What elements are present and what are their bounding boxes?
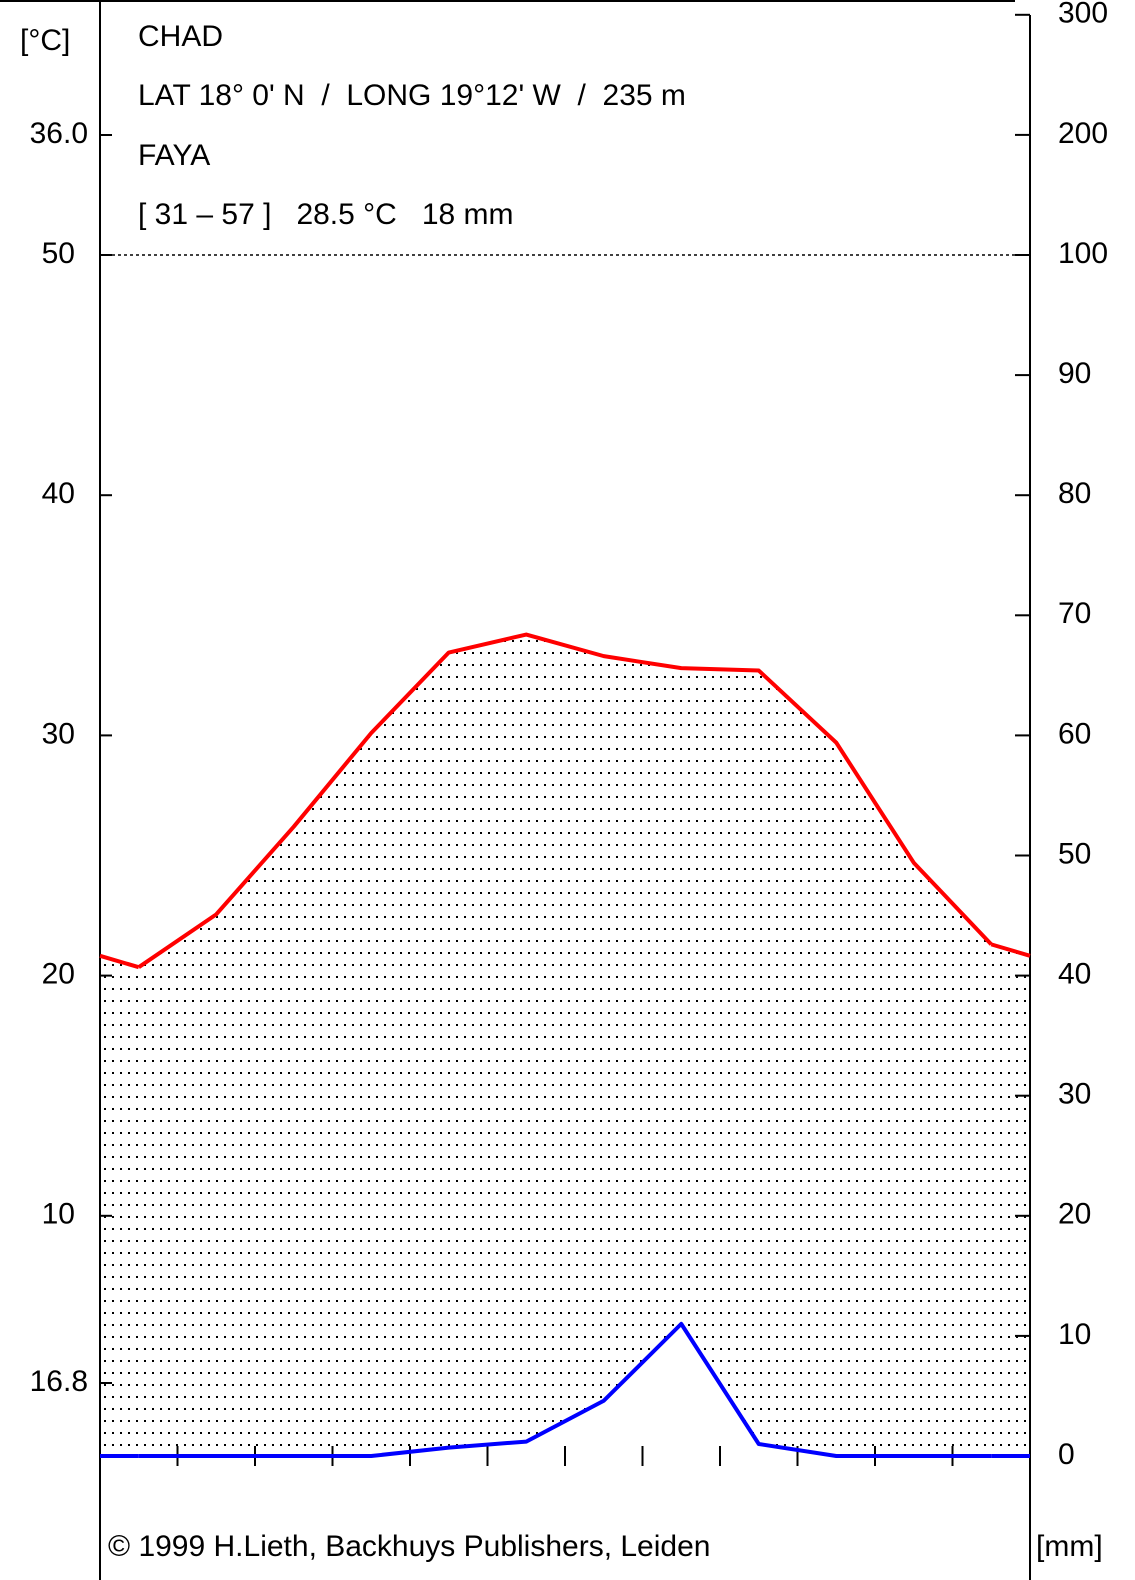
y2-tick-label: 10: [1058, 1318, 1091, 1351]
y2-tick-label: 70: [1058, 597, 1091, 630]
y2-tick-label: 20: [1058, 1198, 1091, 1231]
y-tick-label: 10: [42, 1198, 75, 1231]
chart-subtitle: LAT 18° 0' N / LONG 19°12' W / 235 m: [138, 79, 686, 112]
y2-tick-label: 50: [1058, 837, 1091, 870]
y2-tick-label: 30: [1058, 1078, 1091, 1111]
y2-tick-label: 40: [1058, 958, 1091, 991]
annotation: 36.0: [30, 117, 88, 150]
y-axis-label: [°C]: [20, 24, 70, 57]
series-line: [138, 1321, 992, 1458]
station-name: FAYA: [138, 139, 210, 172]
arid-area: [100, 634, 1030, 1456]
y2-tick-label: 90: [1058, 357, 1091, 390]
chart-title: CHAD: [138, 20, 223, 53]
annotation: 16.8: [30, 1365, 88, 1398]
station-summary: [ 31 – 57 ] 28.5 °C 18 mm: [138, 198, 514, 231]
y-tick-label: 20: [42, 958, 75, 991]
series-line: [137, 632, 993, 969]
y2-tick-label: 0: [1058, 1438, 1075, 1471]
y2-tick-label: 200: [1058, 117, 1108, 150]
y-tick-label: 50: [42, 237, 75, 270]
y2-axis-label: [mm]: [1036, 1530, 1103, 1563]
y2-tick-label: 300: [1058, 0, 1108, 30]
y-tick-label: 40: [42, 477, 75, 510]
y2-tick-label: 60: [1058, 717, 1091, 750]
line-wrap: [990, 942, 1031, 958]
y-tick-label: 30: [42, 717, 75, 750]
line-wrap: [99, 953, 140, 970]
y2-tick-label: 80: [1058, 477, 1091, 510]
copyright: © 1999 H.Lieth, Backhuys Publishers, Lei…: [108, 1530, 710, 1563]
y2-tick-label: 100: [1058, 237, 1108, 270]
